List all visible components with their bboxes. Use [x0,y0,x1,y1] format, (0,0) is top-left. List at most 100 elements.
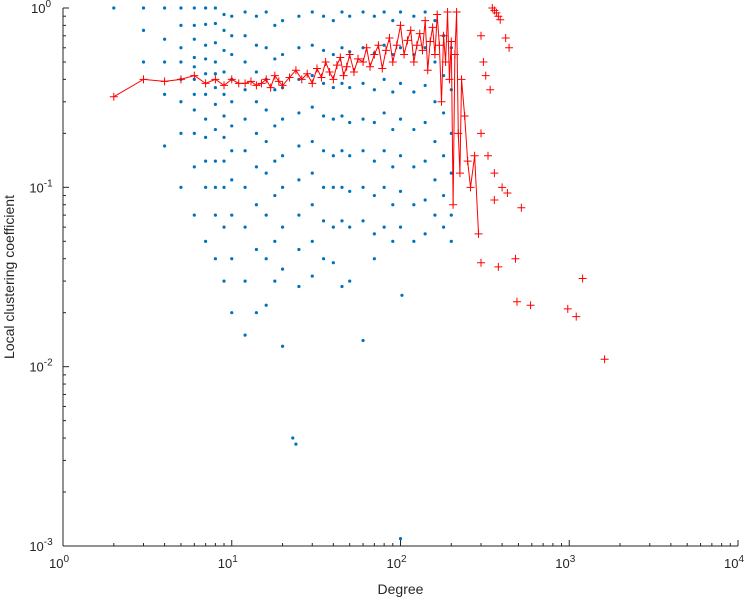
scatter-point [412,203,416,207]
scatter-point [433,100,437,104]
plus-marker [563,304,572,313]
scatter-point [204,159,208,163]
scatter-point [441,154,446,158]
scatter-point [331,19,335,23]
axes: 100 101 102 103 104 10-3 10-2 10-1 100 [29,0,744,571]
scatter-point [162,60,167,64]
scatter-point [412,127,416,132]
scatter-point [179,100,183,104]
scatter-point [264,171,268,175]
plus-marker [470,151,479,160]
plus-marker [452,7,461,16]
scatter-point [204,239,208,243]
plus-marker [501,34,510,43]
scatter-point [348,14,352,18]
plus-marker [285,73,294,82]
plus-marker [474,229,483,238]
scatter-point [297,144,301,148]
scatter-point [433,19,437,23]
plus-marker [494,12,503,21]
plus-marker [477,31,486,40]
scatter-point [297,247,301,252]
scatter-point [310,239,314,243]
scatter-point [192,6,196,10]
scatter-point [222,135,226,139]
scatter-point [391,127,395,132]
scatter-point [348,189,352,193]
plus-marker [385,34,394,43]
scatter-point [361,117,365,121]
scatter-point [331,85,335,90]
scatter-point [321,48,326,53]
scatter-point [340,81,344,85]
scatter-point [273,159,277,163]
scatter-point [321,257,326,261]
scatter-point [273,23,277,27]
scatter-point [340,284,344,289]
scatter-point [273,124,277,128]
scatter-point [192,23,196,27]
scatter-point [213,185,217,189]
scatter-point [179,46,183,50]
plus-marker [503,188,512,197]
scatter-point [382,149,386,153]
x-axis-title: Degree [378,581,424,597]
plus-marker [460,111,469,120]
scatter-point [412,239,416,243]
y-tick-label: 100 [31,0,51,16]
scatter-point [192,55,196,60]
scatter-point [192,37,196,41]
plus-marker [455,169,464,178]
plus-marker [345,50,354,59]
scatter-point [348,154,352,158]
scatter-point [273,57,277,61]
scatter-point [391,203,395,207]
scatter-point [179,185,183,189]
plus-marker [190,71,199,80]
plus-marker [449,200,458,209]
scatter-point [398,536,403,541]
scatter-point [222,92,226,96]
scatter-point [340,46,344,50]
scatter-point [243,60,247,64]
scatter-point [243,10,247,14]
scatter-point [423,83,427,88]
plus-marker [392,41,401,50]
plus-marker [477,129,486,138]
scatter-point [213,41,217,45]
scatter-point [400,293,404,297]
scatter-point [213,213,217,217]
plus-marker [332,61,341,70]
plus-marker [412,41,421,50]
scatter-point [162,37,167,41]
plus-marker [426,37,435,46]
scatter-point [412,90,416,94]
plus-marker [246,77,255,86]
scatter-point [254,14,259,18]
scatter-point [398,225,403,229]
scatter-point [297,213,301,217]
scatter-point [230,311,234,315]
y-axis-title: Local clustering coefficient [1,195,17,359]
scatter-point [213,72,217,76]
plus-marker [526,301,535,310]
scatter-point [204,43,208,47]
x-axis-ticks: 100 101 102 103 104 [49,540,744,571]
scatter-point [280,19,285,23]
plus-marker [252,81,261,90]
scatter-point [162,144,167,148]
plus-marker [406,26,415,35]
scatter-point [348,85,352,90]
scatter-point [423,120,427,125]
scatter-point [340,10,344,14]
scatter-point [310,139,314,144]
scatter-point [294,442,298,446]
plus-marker [498,183,507,192]
scatter-point [331,52,335,57]
plus-marker [492,8,501,17]
plus-marker [439,31,448,40]
plus-marker [262,75,271,84]
plus-marker [336,53,345,62]
scatter-point [423,232,427,236]
scatter-point [423,159,427,163]
